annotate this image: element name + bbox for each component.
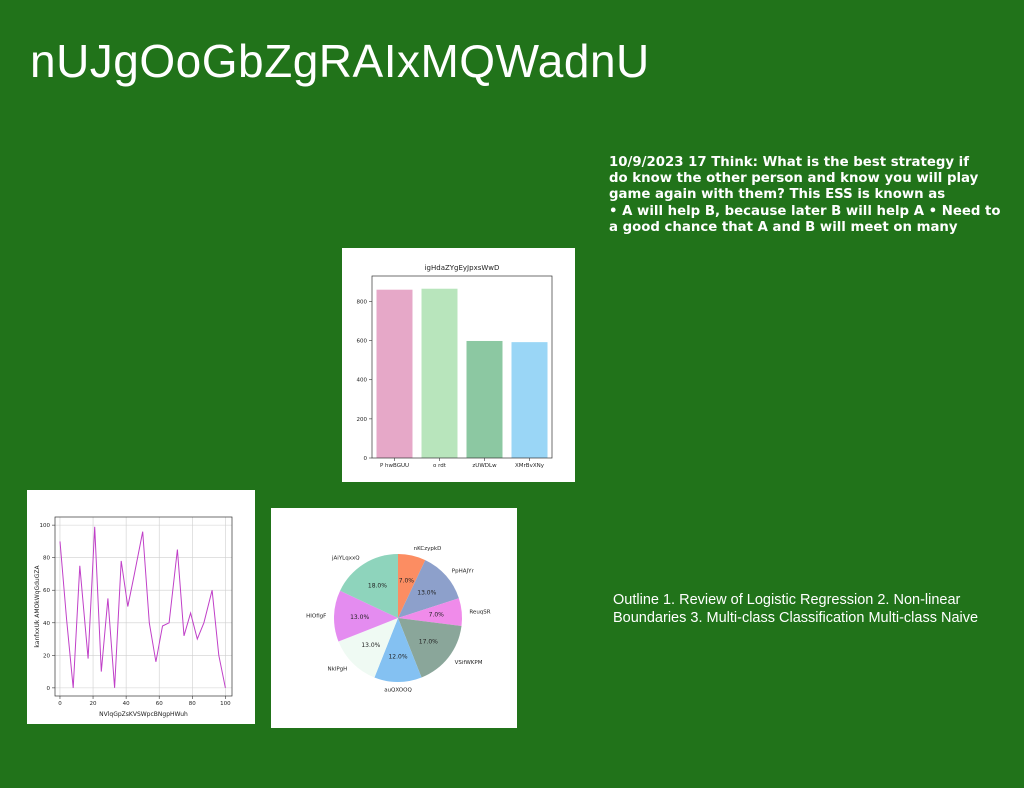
- pie-chart: 7.0% nKCzypkD 13.0% PpHAJYr 7.0% ReuqSR 17.0% V…: [306, 546, 491, 694]
- slice-percent-label: 7.0%: [399, 578, 415, 585]
- y-tick-label: 60: [43, 588, 50, 594]
- x-tick-label: o rdt: [433, 463, 447, 469]
- slice-name-label: VSifWKPM: [455, 660, 483, 666]
- pie-slice: [340, 554, 398, 618]
- line-chart-image: 0 20 40 60 80 100 0 20 40 60 80 100 NVlqGpZsKVSWpcBN…: [27, 490, 255, 724]
- x-tick-label: 100: [220, 701, 231, 707]
- slice-name-label: HIOfigF: [306, 614, 326, 620]
- think-text-block: 10/9/2023 17 Think: What is the best str…: [609, 155, 1021, 236]
- outline-line: Outline 1. Review of Logistic Regression…: [613, 592, 961, 608]
- slice-percent-label: 13.0%: [361, 642, 380, 649]
- y-axis-label: kanfxxUk AMOkWqGduGZA: [34, 565, 41, 648]
- x-tick-label: P hwBGUU: [380, 463, 409, 469]
- think-line: • A will help B, because later B will he…: [609, 203, 1001, 219]
- line-chart: 0 20 40 60 80 100 0 20 40 60 80 100 NVlqGpZsKVSWpcBN…: [34, 516, 233, 718]
- bar: [511, 342, 548, 458]
- y-tick-label: 100: [40, 523, 51, 529]
- x-tick-label: 40: [123, 701, 130, 707]
- pie-chart-image: 7.0% nKCzypkD 13.0% PpHAJYr 7.0% ReuqSR 17.0% V…: [271, 508, 517, 728]
- series-line: [59, 526, 226, 688]
- slice-percent-label: 17.0%: [419, 639, 438, 646]
- y-tick-label: 800: [357, 299, 368, 305]
- bar: [466, 340, 503, 458]
- plot-frame: [371, 275, 553, 459]
- bar: [376, 289, 413, 458]
- y-tick-label: 20: [43, 653, 50, 659]
- x-tick-label: zUWDLw: [472, 463, 497, 469]
- pie-slice: [338, 618, 398, 678]
- slice-percent-label: 13.0%: [417, 590, 436, 597]
- x-tick-label: 20: [90, 701, 97, 707]
- bar-chart: igHdaZYgEyJpxsWwD 0 200 400 600 800 P hwBGUU o …: [357, 264, 553, 469]
- slice-name-label: PpHAJYr: [452, 569, 475, 575]
- think-line: do know the other person and know you wi…: [609, 171, 979, 187]
- x-tick-label: 0: [58, 701, 62, 707]
- y-tick-label: 600: [357, 339, 368, 345]
- chart-title: igHdaZYgEyJpxsWwD: [425, 264, 500, 272]
- x-tick-label: XMrBvXNy: [515, 463, 545, 469]
- slice-name-label: jAiYLqxxQ: [331, 555, 360, 561]
- slice-percent-label: 12.0%: [388, 653, 407, 660]
- slice-name-label: auQXOOQ: [384, 688, 412, 694]
- think-line: a good chance that A and B will meet on …: [609, 219, 958, 235]
- bar: [421, 288, 458, 458]
- think-line: game again with them? This ESS is known …: [609, 187, 946, 203]
- outline-line: Boundaries 3. Multi-class Classification…: [613, 610, 979, 626]
- slice-name-label: nKCzypkD: [414, 546, 442, 552]
- pie-slice: [398, 560, 459, 618]
- pie-slice: [398, 618, 462, 678]
- pie-slice: [333, 590, 398, 642]
- slice-name-label: NklPgH: [328, 667, 348, 673]
- pie-slice: [374, 618, 422, 683]
- x-axis-label: NVlqGpZsKVSWpcBNgpHWuh: [99, 711, 188, 718]
- y-tick-label: 40: [43, 621, 50, 627]
- plot-frame: [54, 516, 233, 697]
- slice-name-label: ReuqSR: [469, 609, 490, 615]
- y-tick-label: 400: [357, 378, 368, 384]
- x-tick-label: 60: [156, 701, 163, 707]
- outline-text-block: Outline 1. Review of Logistic Regression…: [613, 591, 1023, 627]
- slide-title: nUJgOoGbZgRAIxMQWadnU: [30, 35, 650, 87]
- slice-percent-label: 7.0%: [429, 611, 445, 618]
- slice-percent-label: 13.0%: [350, 614, 369, 621]
- y-tick-label: 80: [43, 556, 50, 562]
- slice-percent-label: 18.0%: [368, 583, 387, 590]
- y-tick-label: 0: [47, 686, 51, 692]
- bar-chart-image: igHdaZYgEyJpxsWwD 0 200 400 600 800 P hwBGUU o …: [342, 248, 575, 482]
- pie-slice: [398, 554, 426, 618]
- x-tick-label: 80: [189, 701, 196, 707]
- y-tick-label: 0: [364, 456, 368, 462]
- think-line: 10/9/2023 17 Think: What is the best str…: [609, 155, 970, 170]
- pie-slice: [398, 598, 463, 627]
- y-tick-label: 200: [357, 417, 368, 423]
